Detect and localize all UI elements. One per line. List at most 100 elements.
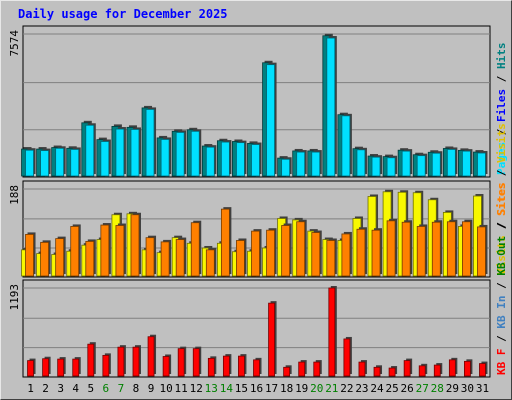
legend-entry: KB In [495,296,508,329]
panel-pages_files_hits-bar-files [281,158,291,177]
panel-visits_sites-bar-sites [85,241,95,277]
x-tick-label: 13 [205,382,218,395]
panel-kb-bar-kb-f [147,336,155,377]
panel-kb-legend: KB F / KB In / KB Out / Sites / Visits [495,123,508,375]
panel-visits_sites-bar-sites [281,225,291,277]
panel-kb-bar-kb-f [403,360,411,377]
panel-visits_sites-bar-sites [160,241,170,277]
panel-visits_sites-legend: Visits / Sites [495,182,508,275]
panel-pages_files_hits-bar-files [446,149,456,177]
panel-visits_sites-bar-sites [236,240,245,277]
legend-entry: KB Out [495,236,508,276]
x-tick-label: 24 [370,382,384,395]
panel-kb-bar-kb-f [418,365,426,377]
panel-pages_files_hits-bar-files [326,37,336,177]
panel-visits_sites-bar-sites [356,228,366,277]
legend-entry: Visits [495,235,508,275]
x-tick-label: 26 [401,382,414,395]
panel-visits_sites-bar-sites [251,230,260,277]
panel-visits_sites-bar-sites [25,234,34,277]
panel-visits_sites-bar-sites [266,229,275,277]
panel-kb-bar-kb-f [253,359,260,377]
panel-kb-bar-kb-f [102,354,110,377]
panel-kb-bar-kb-f [57,358,65,377]
panel-visits_sites-bar-sites [311,232,321,277]
x-tick-label: 5 [87,382,94,395]
panel-pages_files_hits-bar-files [115,128,125,177]
panel-pages_files_hits-bar-files [462,150,471,177]
panel-visits_sites-bar-sites [100,224,110,277]
panel-visits_sites-bar-sites [175,239,185,277]
panel-visits_sites-bar-sites [446,221,456,277]
panel-visits_sites-bar-sites [40,241,49,277]
panel-kb-bar-kb-f [162,356,170,377]
legend-entry: / [495,216,508,236]
panel-visits_sites-bar-sites [401,221,411,277]
legend-entry: Visits [495,123,508,163]
panel-kb-bar-kb-f [298,361,306,377]
panel-pages_files_hits-bar-files [70,149,80,177]
panel-pages_files_hits-bar-files [356,149,366,177]
x-tick-label: 27 [416,382,429,395]
panel-visits_sites-bar-sites [371,229,381,277]
legend-entry: / [495,163,508,183]
panel-kb-bar-kb-f [388,367,396,377]
x-tick-label: 4 [72,382,79,395]
legend-entry: Pages [495,142,508,175]
x-tick-label: 1 [27,382,34,395]
panel-pages_files_hits-bar-files [341,115,351,177]
panel-visits_sites-bar-sites [220,208,230,277]
x-tick-label: 31 [476,382,489,395]
panel-pages_files_hits-bar-files [266,64,275,177]
panel-kb-bar-kb-f [177,348,185,377]
panel-kb-bar-kb-f [132,346,140,377]
panel-pages_files_hits-bar-files [220,141,230,177]
x-tick-label: 16 [250,382,263,395]
panel-kb-bar-kb-f [343,338,351,377]
legend-entry: / [495,276,508,296]
panel-kb-bar-kb-f [328,287,336,377]
panel-pages_files_hits-bar-files [431,152,441,177]
panel-visits_sites-bar-sites [55,238,65,277]
panel-visits_sites-bar-sites [190,222,200,277]
panel-visits_sites-bar-sites [130,214,140,277]
panel-kb-bar-kb-f [87,343,95,377]
panel-pages_files_hits-bar-files [371,156,381,177]
panel-pages_files_hits-bar-files [401,150,411,177]
x-tick-label: 10 [159,382,172,395]
panel-visits_sites-bar-sites [477,226,486,277]
legend-entry: Files [495,89,508,122]
x-tick-label: 2 [42,382,49,395]
x-tick-label: 21 [325,382,338,395]
panel-pages_files_hits-bar-files [236,142,245,177]
panel-kb-bar-kb-f [222,355,230,377]
panel-kb-bar-kb-f [192,348,200,377]
x-tick-label: 25 [385,382,398,395]
panel-kb-bar-kb-f [448,359,456,377]
x-tick-label: 8 [133,382,140,395]
panel-visits_sites-bar-sites [341,233,351,277]
panel-visits_sites-bar-sites [70,226,80,277]
legend-entry: / [495,122,508,142]
x-tick-label: 3 [57,382,64,395]
panel-pages_files_hits-bar-files [40,150,49,177]
x-tick-label: 17 [265,382,278,395]
panel-visits_sites-bar-sites [462,221,471,277]
panel-kb-bar-kb-f [373,366,381,377]
x-tick-label: 9 [148,382,155,395]
panel-pages_files_hits-bar-files [85,124,95,177]
panel-pages_files_hits-legend: Pages / Files / Hits [495,43,508,176]
x-tick-label: 18 [280,382,293,395]
panel-visits_sites-bar-sites [205,249,215,277]
legend-entry: Sites [495,182,508,215]
panel-kb-ymax-label: 1193 [8,284,21,311]
x-tick-label: 14 [220,382,234,395]
panel-pages_files_hits-bar-files [386,157,396,177]
legend-entry: / [495,69,508,89]
chart-title: Daily usage for December 2025 [18,7,228,21]
panel-pages_files_hits-bar-files [55,147,65,177]
panel-kb-bar-kb-f [464,360,471,377]
x-tick-label: 22 [340,382,353,395]
panel-pages_files_hits-bar-files [100,141,110,177]
